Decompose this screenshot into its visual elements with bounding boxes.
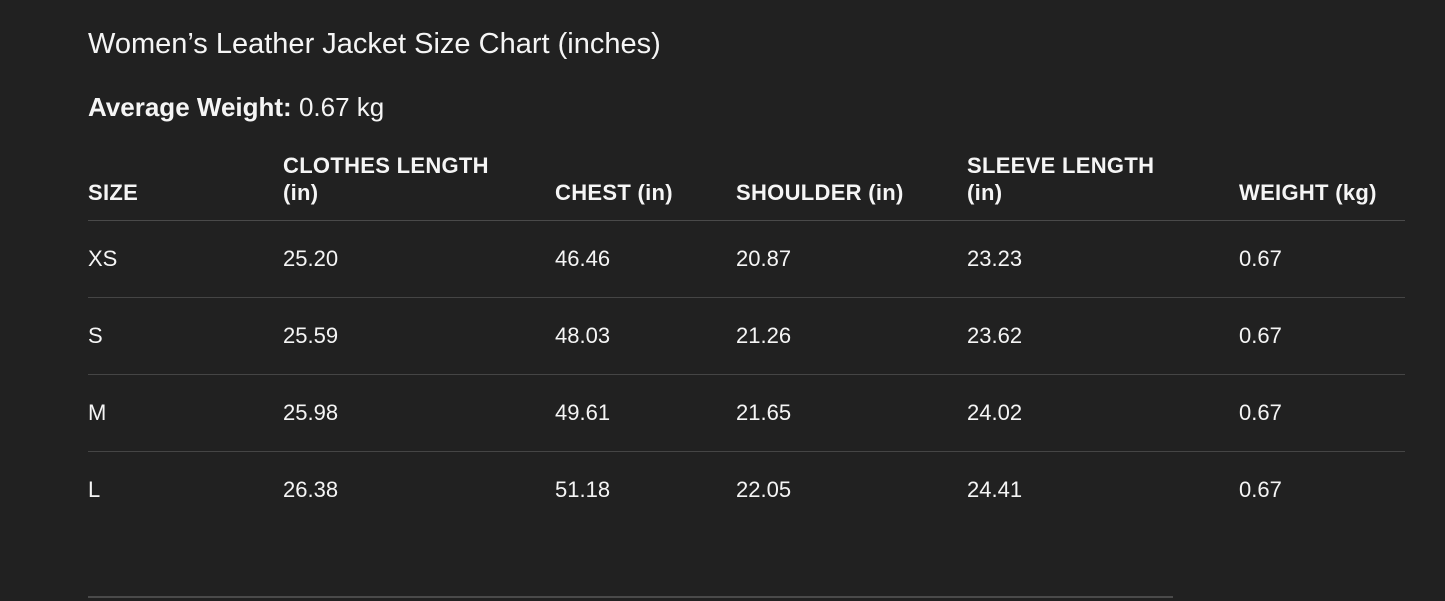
cell-clothes-length: 25.20 — [283, 246, 339, 271]
page-title: Women’s Leather Jacket Size Chart (inche… — [88, 28, 661, 60]
cell-shoulder: 21.26 — [736, 323, 792, 348]
cell-clothes-length: 26.38 — [283, 477, 339, 502]
average-weight-label: Average Weight: — [88, 92, 292, 122]
cell-weight: 0.67 — [1239, 477, 1282, 502]
header-sleeve-length: SLEEVE LENGTH (in) — [967, 153, 1155, 205]
divider — [88, 596, 1173, 598]
cell-sleeve-length: 23.62 — [967, 323, 1023, 348]
table-row: L 26.38 51.18 22.05 24.41 0.67 — [88, 452, 1405, 528]
cell-chest: 49.61 — [555, 400, 611, 425]
header-chest: CHEST (in) — [555, 180, 673, 205]
table-row: XS 25.20 46.46 20.87 23.23 0.67 — [88, 221, 1405, 298]
cell-clothes-length: 25.98 — [283, 400, 339, 425]
cell-chest: 46.46 — [555, 246, 611, 271]
cell-shoulder: 21.65 — [736, 400, 792, 425]
cell-sleeve-length: 23.23 — [967, 246, 1023, 271]
cell-size: XS — [88, 246, 118, 271]
average-weight: Average Weight: 0.67 kg — [88, 92, 384, 123]
cell-weight: 0.67 — [1239, 246, 1282, 271]
cell-weight: 0.67 — [1239, 400, 1282, 425]
cell-size: L — [88, 477, 101, 502]
header-weight: WEIGHT (kg) — [1239, 180, 1377, 205]
cell-size: M — [88, 400, 107, 425]
table-header: SIZE CLOTHES LENGTH (in) CHEST (in) SHOUL… — [88, 150, 1405, 221]
table-row: S 25.59 48.03 21.26 23.62 0.67 — [88, 298, 1405, 375]
average-weight-value: 0.67 kg — [298, 92, 385, 122]
cell-weight: 0.67 — [1239, 323, 1282, 348]
cell-chest: 48.03 — [555, 323, 611, 348]
cell-size: S — [88, 323, 103, 348]
cell-clothes-length: 25.59 — [283, 323, 339, 348]
header-clothes-length: CLOTHES LENGTH (in) — [283, 153, 489, 205]
header-size: SIZE — [88, 180, 139, 205]
cell-chest: 51.18 — [555, 477, 611, 502]
size-chart-table: SIZE CLOTHES LENGTH (in) CHEST (in) SHOUL… — [88, 150, 1405, 528]
cell-sleeve-length: 24.41 — [967, 477, 1023, 502]
cell-shoulder: 22.05 — [736, 477, 792, 502]
table-row: M 25.98 49.61 21.65 24.02 0.67 — [88, 375, 1405, 452]
cell-sleeve-length: 24.02 — [967, 400, 1023, 425]
header-shoulder: SHOULDER (in) — [736, 180, 904, 205]
cell-shoulder: 20.87 — [736, 246, 792, 271]
